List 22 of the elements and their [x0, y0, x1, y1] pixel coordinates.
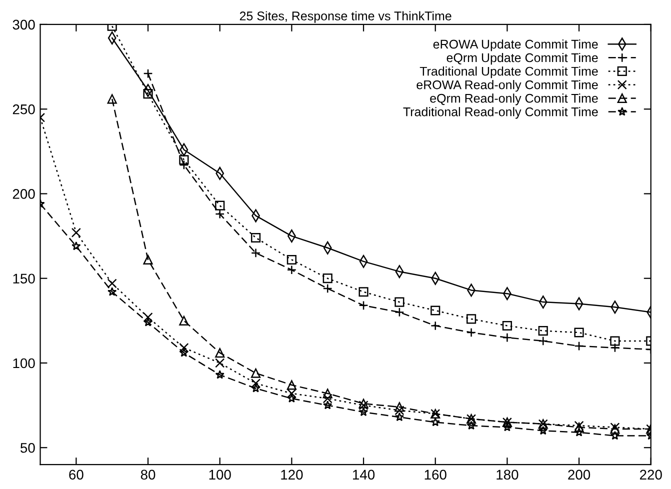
x-tick-label: 220 [640, 470, 662, 480]
y-tick-label: 200 [12, 189, 35, 199]
y-tick-label: 100 [13, 358, 35, 368]
y-tick-label: 50 [20, 442, 35, 453]
y-tick-label: 250 [12, 104, 35, 114]
legend-label: eQrm Update Commit Time [446, 52, 598, 65]
legend-label: Traditional Update Commit Time [420, 66, 598, 78]
x-tick-label: 120 [281, 470, 303, 480]
legend-label: eQrm Read-only Commit Time [430, 94, 598, 106]
legend-label: Traditional Read-only Commit Time [403, 107, 598, 119]
chart-title: 25 Sites, Response time vs ThinkTime [240, 11, 452, 23]
x-tick-label: 60 [69, 470, 84, 480]
x-tick-label: 160 [424, 470, 446, 480]
x-tick-label: 100 [209, 470, 231, 480]
x-tick-label: 80 [140, 470, 156, 480]
x-tick-label: 140 [353, 470, 375, 480]
legend-label: eROWA Update Commit Time [433, 39, 598, 52]
x-tick-label: 180 [496, 470, 518, 480]
y-tick-label: 300 [12, 20, 35, 30]
x-tick-label: 200 [568, 470, 590, 480]
legend-label: eROWA Read-only Commit Time [416, 80, 598, 92]
y-tick-label: 150 [13, 274, 35, 284]
